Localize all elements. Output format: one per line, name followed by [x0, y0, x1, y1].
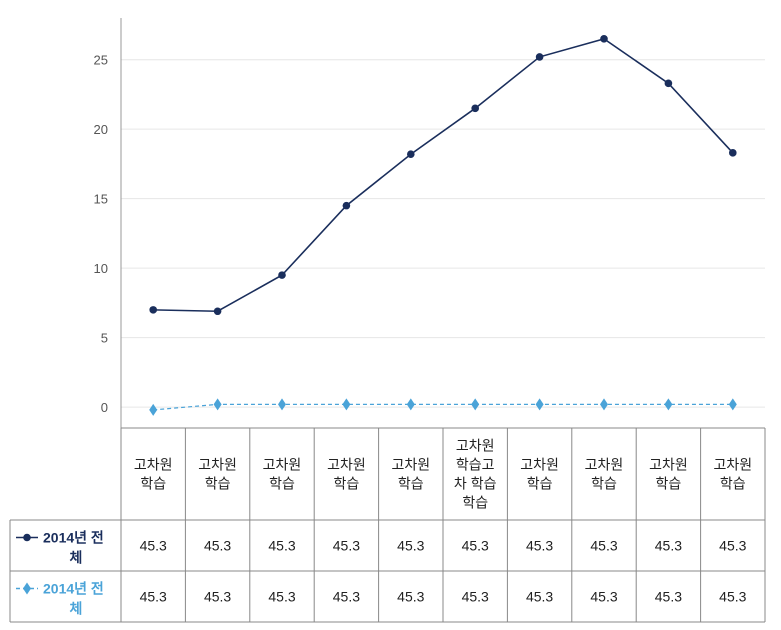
gridlines — [121, 59, 765, 408]
category-label: 고차원 — [520, 457, 559, 473]
table-cell-value: 45.3 — [526, 589, 553, 605]
category-label: 학습 — [398, 476, 424, 492]
data-point — [406, 398, 415, 411]
table-cell-value: 45.3 — [590, 538, 617, 554]
category-label: 학습고 — [456, 457, 495, 473]
data-point — [535, 53, 544, 61]
category-label: 학습 — [462, 495, 488, 511]
category-label: 학습 — [269, 476, 295, 492]
data-point — [213, 398, 222, 411]
legend-label: 체 — [70, 550, 83, 566]
category-label: 고차원 — [134, 457, 173, 473]
data-point — [600, 35, 608, 43]
data-point — [149, 306, 157, 314]
category-label: 고차원 — [585, 457, 624, 473]
table-cell-value: 45.3 — [526, 538, 553, 554]
table-cell-value: 45.3 — [719, 589, 746, 605]
y-tick-label: 15 — [94, 192, 108, 207]
y-tick-label: 5 — [101, 331, 108, 346]
table-cell-value: 45.3 — [462, 589, 489, 605]
series-layer — [149, 35, 737, 416]
table-cell-value: 45.3 — [204, 538, 231, 554]
table-cell-value: 45.3 — [397, 589, 424, 605]
data-point — [342, 201, 351, 210]
legend-key-marker — [23, 533, 31, 542]
table-cell-value: 45.3 — [268, 589, 295, 605]
legend-label: 2014년 전 — [43, 530, 104, 546]
data-point — [342, 398, 351, 411]
category-label: 학습 — [140, 476, 166, 492]
y-tick-label: 25 — [94, 53, 108, 68]
data-point — [149, 403, 158, 416]
legend-key-marker — [23, 582, 31, 595]
data-point — [728, 398, 737, 411]
category-label: 고차원 — [713, 457, 752, 473]
data-point — [729, 149, 737, 157]
category-label: 학습 — [720, 476, 746, 492]
table-cell-value: 45.3 — [719, 538, 746, 554]
category-label: 고차원 — [327, 457, 366, 473]
table-cell-value: 45.3 — [655, 589, 682, 605]
category-label: 학습 — [656, 476, 682, 492]
legend-label: 2014년 전 — [43, 581, 104, 597]
table-cell-value: 45.3 — [204, 589, 231, 605]
table-cell-value: 45.3 — [333, 538, 360, 554]
table-cell-value: 45.3 — [462, 538, 489, 554]
table-cell-value: 45.3 — [268, 538, 295, 554]
y-tick-label: 10 — [94, 261, 108, 276]
legend-label: 체 — [70, 601, 83, 617]
category-label: 차 학습 — [454, 476, 497, 492]
table-cell-value: 45.3 — [140, 589, 167, 605]
category-label: 학습 — [334, 476, 360, 492]
table-cell-value: 45.3 — [590, 589, 617, 605]
table-cell-value: 45.3 — [140, 538, 167, 554]
category-label: 학습 — [591, 476, 617, 492]
data-point — [407, 150, 415, 159]
data-point — [278, 271, 286, 279]
table-cell-value: 45.3 — [333, 589, 360, 605]
data-point — [213, 307, 222, 316]
category-label: 고차원 — [198, 457, 237, 473]
category-label: 고차원 — [391, 457, 430, 473]
y-tick-label: 0 — [101, 400, 108, 415]
series-line — [153, 37, 734, 313]
table-cell-value: 45.3 — [655, 538, 682, 554]
category-label: 학습 — [205, 476, 231, 492]
data-point — [664, 398, 673, 411]
data-point — [535, 398, 544, 411]
data-point — [471, 104, 480, 113]
category-label: 고차원 — [263, 457, 302, 473]
series-line — [153, 403, 733, 411]
series-2 — [149, 398, 737, 416]
data-point — [278, 398, 286, 411]
category-label: 고차원 — [456, 438, 495, 454]
table-cell-value: 45.3 — [397, 538, 424, 554]
y-tick-labels: 0 5 10 15 20 25 — [94, 53, 108, 415]
category-label: 고차원 — [649, 457, 688, 473]
data-point — [600, 398, 608, 411]
data-point — [471, 398, 480, 411]
y-tick-label: 20 — [94, 122, 108, 137]
data-point — [664, 79, 673, 88]
series-1 — [149, 35, 737, 316]
category-label: 학습 — [527, 476, 553, 492]
